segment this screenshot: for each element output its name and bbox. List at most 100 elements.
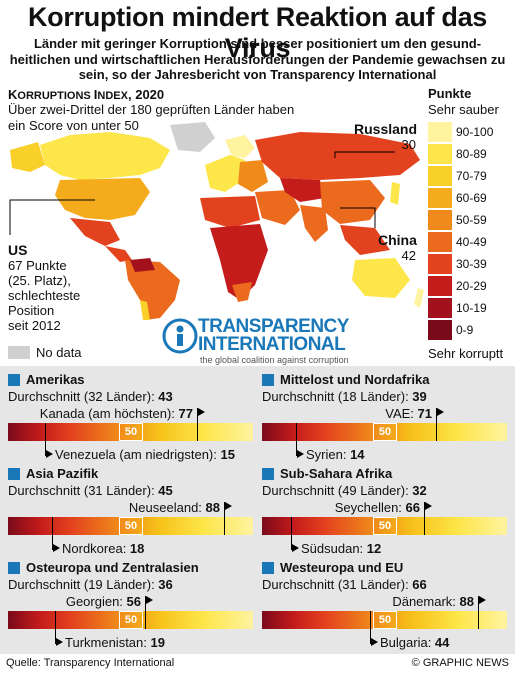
- map-canada: [40, 132, 170, 180]
- legend-bin-label: 90-100: [456, 125, 494, 139]
- region-block: Amerikas Durchschnitt (32 Länder): 43 50 Ka…: [8, 372, 253, 467]
- score-scale-bar: [262, 517, 507, 535]
- region-block: Osteuropa und Zentralasien Durchschnitt (…: [8, 560, 253, 655]
- region-high-value: 88: [205, 500, 220, 515]
- low-marker: [291, 517, 292, 550]
- legend-bin-label: 10-19: [456, 301, 487, 315]
- high-flag-icon: [225, 502, 232, 510]
- region-name: Amerikas: [26, 372, 85, 387]
- region-low-label: Venezuela (am niedrigsten):: [55, 447, 221, 462]
- region-square-icon: [262, 374, 274, 386]
- region-block: Asia Pazifik Durchschnitt (31 Länder): 45…: [8, 466, 253, 561]
- legend-bin-label: 80-89: [456, 147, 487, 161]
- score-scale-bar: [262, 611, 507, 629]
- score-scale-bar: [262, 423, 507, 441]
- no-data-label: No data: [36, 345, 82, 360]
- region-low-value: 44: [434, 635, 450, 650]
- region-low-value: 19: [150, 635, 165, 650]
- map-south-america: [125, 260, 180, 320]
- region-high-label: Georgien:: [65, 594, 127, 609]
- high-flag-icon: [479, 596, 486, 604]
- map-russia: [255, 132, 420, 180]
- region-average-label: Durchschnitt (19 Länder):: [8, 577, 159, 592]
- map-se-asia: [340, 225, 390, 255]
- legend-bin-label: 0-9: [456, 323, 474, 337]
- legend-swatch: [428, 144, 452, 164]
- low-flag-icon: [297, 450, 304, 458]
- map-japan: [390, 182, 400, 205]
- legend-bottom-label: Sehr korruptt: [428, 346, 504, 361]
- region-average: Durchschnitt (18 Länder): 39: [262, 389, 427, 404]
- region-high: Kanada (am höchsten): 77: [40, 406, 193, 421]
- region-low-label: Turkmenistan:: [65, 635, 151, 650]
- midpoint-label: 50: [373, 517, 397, 535]
- region-low-value: 14: [350, 447, 365, 462]
- map-new-zealand: [414, 288, 424, 308]
- region-high-value: 88: [459, 594, 474, 609]
- region-average-label: Durchschnitt (32 Länder):: [8, 389, 159, 404]
- low-marker: [45, 423, 46, 456]
- low-marker: [55, 611, 56, 644]
- map-central-america: [105, 246, 132, 262]
- region-block: Mittelost und Nordafrika Durchschnitt (18…: [262, 372, 507, 467]
- low-flag-icon: [371, 638, 378, 646]
- high-marker: [197, 408, 198, 441]
- region-average-value: 43: [158, 389, 173, 404]
- region-high: Seychellen: 66: [335, 500, 420, 515]
- low-marker: [296, 423, 297, 456]
- region-square-icon: [8, 374, 20, 386]
- region-square-icon: [262, 562, 274, 574]
- legend-bin-label: 70-79: [456, 169, 487, 183]
- legend-bin-label: 20-29: [456, 279, 487, 293]
- region-low-value: 18: [129, 541, 145, 556]
- region-average-label: Durchschnitt (31 Länder):: [8, 483, 159, 498]
- region-average: Durchschnitt (31 Länder): 66: [262, 577, 427, 592]
- legend-bin: 90-100: [428, 122, 515, 142]
- high-flag-icon: [146, 596, 153, 604]
- map-china: [320, 180, 385, 224]
- map-australia: [352, 258, 410, 298]
- region-average-value: 32: [412, 483, 427, 498]
- region-average-label: Durchschnitt (18 Länder):: [262, 389, 413, 404]
- region-low: Turkmenistan: 19: [65, 635, 165, 650]
- map-middle-east: [255, 190, 300, 225]
- map-central-asia: [280, 178, 325, 202]
- region-low: Nordkorea: 18: [62, 541, 144, 556]
- map-africa: [210, 224, 268, 300]
- low-flag-icon: [46, 450, 53, 458]
- region-average-value: 66: [412, 577, 427, 592]
- score-scale-bar: [8, 517, 253, 535]
- map-scandinavia: [225, 135, 255, 158]
- region-average-value: 36: [158, 577, 173, 592]
- region-block: Sub-Sahara Afrika Durchschnitt (49 Länder…: [262, 466, 507, 561]
- low-marker: [52, 517, 53, 550]
- region-average: Durchschnitt (49 Länder): 32: [262, 483, 427, 498]
- source: Quelle: Transparency International: [6, 657, 175, 669]
- china-callout-line: [340, 207, 376, 228]
- high-flag-icon: [437, 408, 444, 416]
- legend-top-label: Sehr sauber: [428, 102, 499, 117]
- region-high-value: 56: [126, 594, 141, 609]
- region-square-icon: [8, 468, 20, 480]
- score-scale-bar: [8, 611, 253, 629]
- region-low-label: Südsudan:: [301, 541, 367, 556]
- midpoint-label: 50: [119, 423, 143, 441]
- region-low-label: Nordkorea:: [62, 541, 130, 556]
- legend-bin: 10-19: [428, 298, 515, 318]
- legend-swatch: [428, 188, 452, 208]
- legend-bin: 50-59: [428, 210, 515, 230]
- ti-tagline: the global coalition against corruption: [200, 355, 349, 365]
- map-south-africa: [232, 282, 252, 302]
- map-mexico: [70, 218, 120, 246]
- legend-bin: 80-89: [428, 144, 515, 164]
- legend-bin-label: 60-69: [456, 191, 487, 205]
- region-average-label: Durchschnitt (31 Länder):: [262, 577, 413, 592]
- high-flag-icon: [425, 502, 432, 510]
- score-scale-bar: [8, 423, 253, 441]
- ti-name: TRANSPARENCY INTERNATIONAL: [198, 316, 349, 355]
- subtitle: Länder mit geringer Korruption sind bess…: [9, 36, 506, 82]
- legend-swatch: [428, 320, 452, 340]
- map-venezuela: [130, 258, 155, 272]
- us-callout-line: [9, 199, 95, 235]
- regions-panel: [0, 366, 515, 654]
